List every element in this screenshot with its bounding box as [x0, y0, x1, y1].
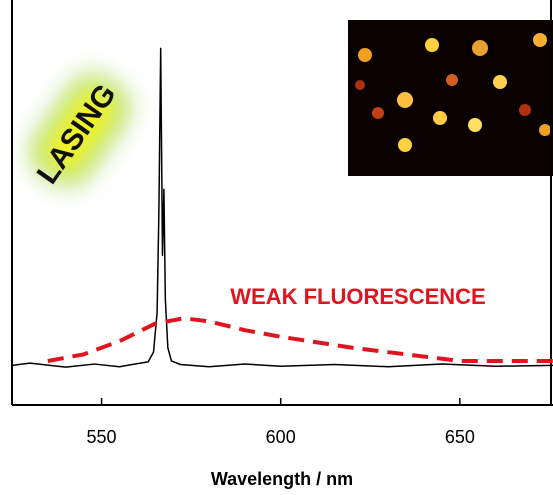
x-axis-label: Wavelength / nm	[211, 469, 353, 489]
x-tick-label: 600	[266, 427, 296, 447]
fluorescence-annotation: WEAK FLUORESCENCE	[230, 284, 485, 309]
inset-image	[348, 20, 553, 176]
series-line	[48, 318, 553, 361]
x-tick-label: 650	[445, 427, 475, 447]
x-tick-label: 550	[87, 427, 117, 447]
chart: LASING WEAK FLUORESCENCE Wavelength / nm…	[0, 0, 553, 495]
